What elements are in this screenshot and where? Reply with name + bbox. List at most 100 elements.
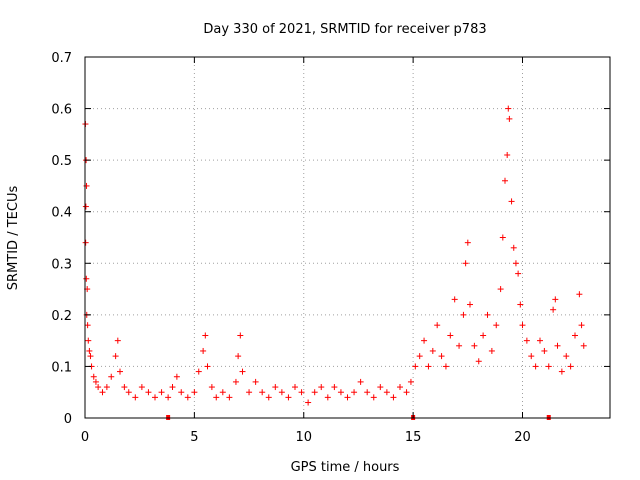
y-tick-label: 0.1 <box>51 360 72 375</box>
data-point <box>497 286 504 293</box>
data-point <box>138 384 145 391</box>
data-point <box>580 342 587 349</box>
data-point <box>421 337 428 344</box>
data-point <box>108 373 115 380</box>
data-point <box>318 384 325 391</box>
x-tick-label: 5 <box>190 430 198 445</box>
data-point <box>331 384 338 391</box>
data-points <box>82 105 587 406</box>
x-tick-label: 20 <box>514 430 531 445</box>
data-point <box>397 384 403 391</box>
data-point <box>178 389 185 396</box>
data-point <box>351 389 358 396</box>
data-point <box>285 394 292 401</box>
data-point <box>558 368 565 375</box>
data-point <box>95 384 102 391</box>
data-point <box>252 378 259 385</box>
data-point <box>567 363 574 370</box>
data-point <box>425 363 432 370</box>
data-point <box>226 394 233 401</box>
data-point <box>298 389 305 396</box>
data-point <box>132 394 139 401</box>
grid-lines <box>85 57 610 418</box>
x-tick-labels: 0 5 10 15 20 <box>81 430 531 445</box>
y-tick-label: 0.6 <box>51 103 72 118</box>
axis-ticks <box>84 56 610 419</box>
data-point <box>202 332 209 339</box>
data-point <box>434 322 441 329</box>
data-point <box>165 394 172 401</box>
data-point <box>145 389 152 396</box>
data-point <box>552 296 559 303</box>
data-point <box>545 363 552 370</box>
data-point <box>125 389 132 396</box>
y-tick-label: 0.3 <box>51 257 72 272</box>
data-point <box>515 270 522 277</box>
data-point <box>337 389 344 396</box>
y-tick-labels: 0 0.1 0.2 0.3 0.4 0.5 0.6 0.7 <box>51 51 72 427</box>
data-point <box>506 115 513 122</box>
data-point <box>517 301 524 308</box>
y-axis-label: SRMTID / TECUs <box>6 186 21 291</box>
data-point <box>200 347 207 354</box>
y-tick-label: 0.7 <box>51 51 72 66</box>
data-point <box>407 378 414 385</box>
data-point <box>235 353 242 360</box>
data-point <box>537 337 543 344</box>
data-point <box>523 337 530 344</box>
data-point <box>475 358 482 365</box>
data-point <box>480 332 487 339</box>
data-point <box>204 363 211 370</box>
data-point <box>504 151 511 158</box>
data-point <box>195 368 202 375</box>
data-point <box>508 198 515 205</box>
data-point <box>572 332 578 339</box>
data-point <box>90 373 97 380</box>
data-point <box>364 389 371 396</box>
data-point <box>438 353 445 360</box>
data-point <box>488 347 495 354</box>
data-point <box>467 301 473 308</box>
data-point <box>344 394 351 401</box>
data-point <box>213 394 220 401</box>
data-point <box>158 389 165 396</box>
data-point <box>292 384 298 391</box>
data-point <box>278 389 285 396</box>
data-point <box>87 353 94 360</box>
plot-frame <box>84 56 611 419</box>
x-tick-label: 15 <box>405 430 422 445</box>
data-point <box>416 353 423 360</box>
chart-title: Day 330 of 2021, SRMTID for receiver p78… <box>203 22 486 37</box>
data-point <box>219 389 226 396</box>
data-point <box>519 322 526 329</box>
data-point <box>528 353 535 360</box>
data-point <box>563 353 570 360</box>
data-point <box>442 363 449 370</box>
data-point <box>184 394 191 401</box>
data-point <box>456 342 463 349</box>
data-point <box>383 389 390 396</box>
data-point <box>259 389 266 396</box>
data-point <box>117 368 123 375</box>
data-point <box>86 347 93 354</box>
data-point <box>232 378 239 385</box>
y-tick-label: 0.2 <box>51 309 72 324</box>
data-point <box>239 368 246 375</box>
data-point <box>169 384 176 391</box>
data-point <box>357 378 364 385</box>
data-point <box>191 389 198 396</box>
data-point <box>447 332 454 339</box>
data-point <box>305 399 312 406</box>
data-point <box>578 322 585 329</box>
data-point <box>412 363 419 370</box>
data-point <box>403 389 410 396</box>
data-point <box>84 322 91 329</box>
data-point <box>484 311 491 318</box>
y-tick-label: 0.5 <box>51 154 72 169</box>
data-point <box>505 105 512 112</box>
data-point <box>541 347 548 354</box>
data-point <box>85 337 92 344</box>
data-point <box>121 384 128 391</box>
x-tick-label: 10 <box>295 430 312 445</box>
